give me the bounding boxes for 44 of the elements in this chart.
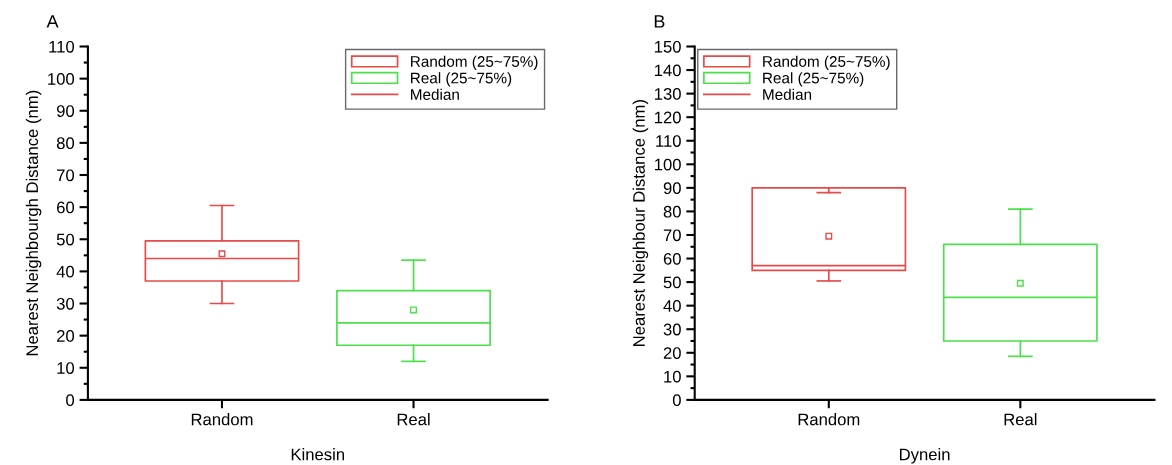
legend-label: Random (25~75%) [763,55,890,70]
x-tick-label: Real [397,413,430,426]
x-axis-title: Dynein [899,448,950,464]
y-tick-label: 30 [663,323,681,336]
y-tick-label: 10 [57,362,75,374]
legend-label: Median [411,88,459,100]
x-tick-label: Real [1004,413,1037,426]
y-tick-label: 70 [57,169,75,182]
y-tick-label: 120 [654,111,681,124]
x-axis-title: Kinesin [291,448,344,461]
y-tick-label: 130 [654,88,681,100]
y-axis-title: Nearest Neighbourgh Distance (nm) [25,90,42,356]
y-tick-label: 90 [56,105,75,117]
y-tick-label: 150 [654,40,681,53]
legend-label: Real (25~75%) [411,72,512,87]
y-tick-label: 80 [56,137,75,150]
y-tick-label: 110 [656,135,681,147]
y-tick-label: 60 [57,201,75,214]
y-tick-label: 80 [663,205,681,218]
y-tick-label: 0 [672,394,681,407]
y-tick-label: 100 [48,73,75,85]
y-tick-label: 140 [654,64,681,77]
y-tick-label: 30 [56,297,75,310]
y-tick-label: 90 [663,182,681,195]
y-tick-label: 110 [49,40,75,53]
legend-label: Real (25~75%) [763,72,864,87]
y-tick-label: 0 [66,394,75,407]
y-tick-label: 10 [664,370,681,383]
y-tick-label: 40 [56,265,75,278]
y-tick-label: 70 [663,229,681,242]
y-tick-label: 20 [57,330,75,342]
y-tick-label: 60 [663,252,681,265]
chart-title: A [46,15,59,28]
chart-title: B [654,15,665,28]
y-axis-title: Nearest Neighbour Distance (nm) [632,100,649,346]
y-tick-label: 40 [663,300,681,312]
x-tick-label: Random [191,413,253,426]
y-tick-label: 20 [663,347,681,359]
y-tick-label: 50 [663,276,681,289]
legend-label: Random (25~75%) [411,55,538,70]
legend-label: Median [763,88,812,100]
y-tick-label: 50 [56,233,75,246]
y-tick-label: 100 [654,158,681,171]
x-tick-label: Random [798,413,860,426]
